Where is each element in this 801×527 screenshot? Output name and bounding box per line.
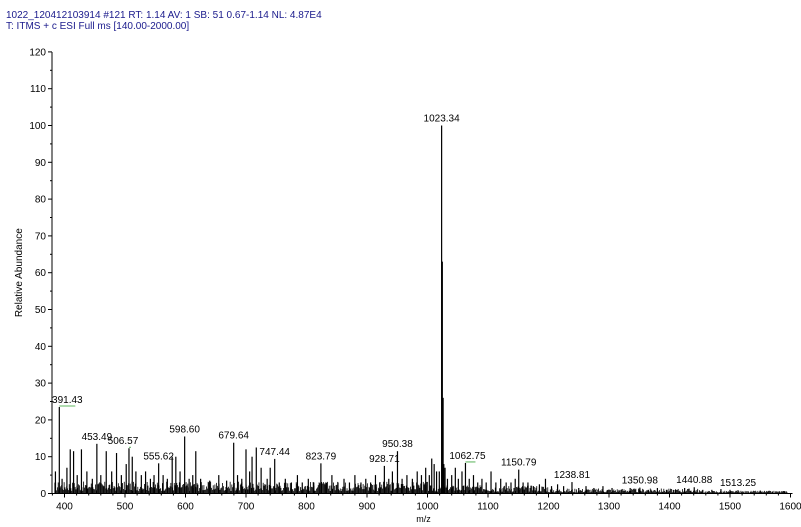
y-ticks: 0 10 20 30 40 50 60 70 80 90 100 110 120 xyxy=(29,47,52,500)
y-tick-label: 110 xyxy=(30,84,46,95)
y-tick-label: 70 xyxy=(35,231,47,242)
peak-label: 1238.81 xyxy=(554,470,591,481)
x-tick-label: 1300 xyxy=(598,502,621,513)
x-tick-label: 400 xyxy=(56,502,73,513)
peak-label: 928.71 xyxy=(369,454,400,465)
peak-series xyxy=(54,125,786,494)
peak-label: 506.57 xyxy=(108,436,139,447)
peak-label: 1513.25 xyxy=(720,478,757,489)
peak-label: 1062.75 xyxy=(449,451,486,462)
y-tick-label: 90 xyxy=(35,158,47,169)
y-axis-label: Relative Abundance xyxy=(14,228,25,317)
peak-label: 823.79 xyxy=(306,451,337,462)
axes xyxy=(51,52,793,494)
y-tick-label: 10 xyxy=(35,452,47,463)
y-tick-label: 30 xyxy=(35,379,47,390)
y-tick-label: 100 xyxy=(29,121,46,132)
x-tick-label: 1400 xyxy=(658,502,681,513)
annotation-leaders xyxy=(59,405,476,463)
y-tick-label: 40 xyxy=(35,342,47,353)
x-ticks: 400 500 600 700 800 900 1000 1100 1200 1300 1400 15… xyxy=(51,493,801,513)
x-tick-label: 500 xyxy=(117,502,134,513)
peak-label: 598.60 xyxy=(169,424,200,435)
x-tick-label: 1000 xyxy=(416,502,439,513)
peak-label: 453.49 xyxy=(82,432,113,443)
peak-label: 1150.79 xyxy=(501,458,537,469)
x-tick-label: 1500 xyxy=(719,502,742,513)
y-tick-label: 60 xyxy=(35,268,47,279)
x-tick-label: 600 xyxy=(177,502,194,513)
x-tick-label: 700 xyxy=(238,502,255,513)
y-tick-label: 20 xyxy=(35,415,47,426)
x-tick-label: 900 xyxy=(359,502,376,513)
peak-label: 391.43 xyxy=(52,395,83,406)
y-tick-label: 0 xyxy=(40,489,46,500)
peak-label: 950.38 xyxy=(382,439,413,450)
peak-label: 1350.98 xyxy=(622,476,659,487)
scan-filter: T: ITMS + c ESI Full ms [140.00-2000.00] xyxy=(6,21,190,32)
y-tick-label: 50 xyxy=(35,305,47,316)
x-tick-label: 800 xyxy=(298,502,315,513)
x-tick-label: 1100 xyxy=(477,502,499,513)
y-tick-label: 120 xyxy=(29,47,46,58)
peak-label: 747.44 xyxy=(259,447,290,458)
x-tick-label: 1200 xyxy=(537,502,560,513)
x-tick-label: 1600 xyxy=(779,502,801,513)
peak-label: 1023.34 xyxy=(424,114,461,125)
peak-label: 1440.88 xyxy=(676,475,713,486)
y-tick-label: 80 xyxy=(35,195,47,206)
x-axis-label: m/z xyxy=(416,514,431,524)
peak-label: 555.62 xyxy=(143,451,174,462)
peak-label: 679.64 xyxy=(218,431,249,442)
scan-header: 1022_120412103914 #121 RT: 1.14 AV: 1 SB… xyxy=(6,10,322,21)
